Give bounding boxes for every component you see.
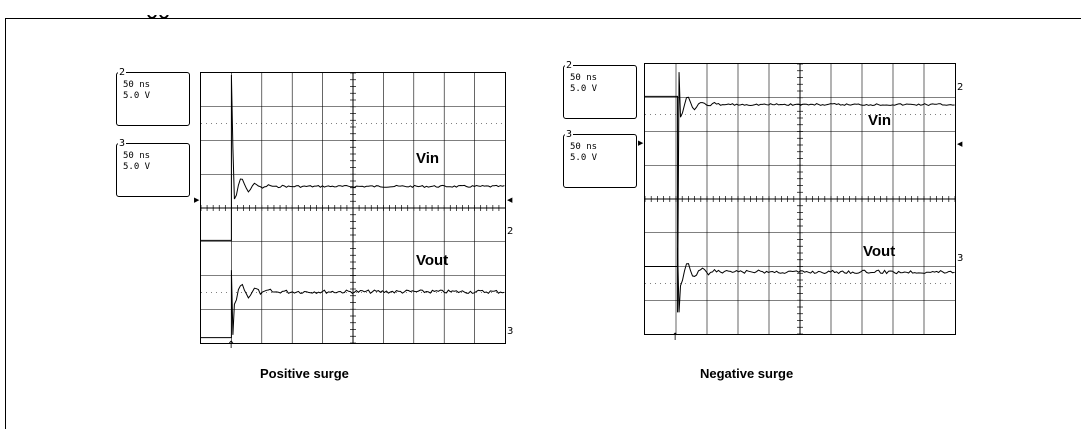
readout-channel: 2 [118,67,127,78]
trace-marker-3: 3 [507,326,514,337]
readout-time-div: 50 ns [570,73,598,83]
trace-marker-3: 3 [957,253,964,264]
scope-svg [201,73,505,343]
series-label-vin: Vin [868,112,892,129]
caption-negative-surge: Negative surge [700,366,794,381]
readout-volt-div: 5.0 V [570,84,598,94]
readout-time-div: 50 ns [123,151,151,161]
readout-time-div: 50 ns [570,142,598,152]
series-label-vin: Vin [416,150,440,167]
trigger-level-marker-icon: ◀ [507,197,513,204]
oscilloscope-plot-negative [644,63,956,335]
readout-channel: 3 [565,129,574,140]
trace-vin [201,74,505,241]
scope-svg [645,64,955,334]
trace-marker-2: 2 [507,226,514,237]
ch3-ref-marker-icon: ▶ [638,140,644,147]
heading-fragment [147,15,169,19]
readout-volt-div: 5.0 V [123,91,151,101]
readout-channel: 2 [565,60,574,71]
readout-ch2-right: 2 50 ns 5.0 V [563,60,637,119]
readout-ch2-left: 2 50 ns 5.0 V [116,67,190,126]
trigger-level-marker-icon: ◀ [957,141,963,148]
oscilloscope-plot-positive [200,72,506,344]
readout-channel: 3 [118,138,127,149]
trigger-position-arrow-icon: ↑ [671,332,680,343]
readout-ch3-left: 3 50 ns 5.0 V [116,138,190,197]
readout-time-div: 50 ns [123,80,151,90]
trace-vout [645,247,955,313]
trace-vin [645,72,955,313]
readout-volt-div: 5.0 V [123,162,151,172]
readout-ch3-right: 3 50 ns 5.0 V [563,129,637,188]
series-label-vout: Vout [863,243,896,260]
readout-volt-div: 5.0 V [570,153,598,163]
series-label-vout: Vout [416,252,449,269]
figure-frame [5,15,1081,429]
ch2-ref-marker-icon: ▶ [194,197,200,204]
caption-positive-surge: Positive surge [260,366,349,381]
trace-vout [201,270,505,339]
trigger-position-arrow-icon: ↑ [227,340,236,351]
trace-marker-2: 2 [957,82,964,93]
